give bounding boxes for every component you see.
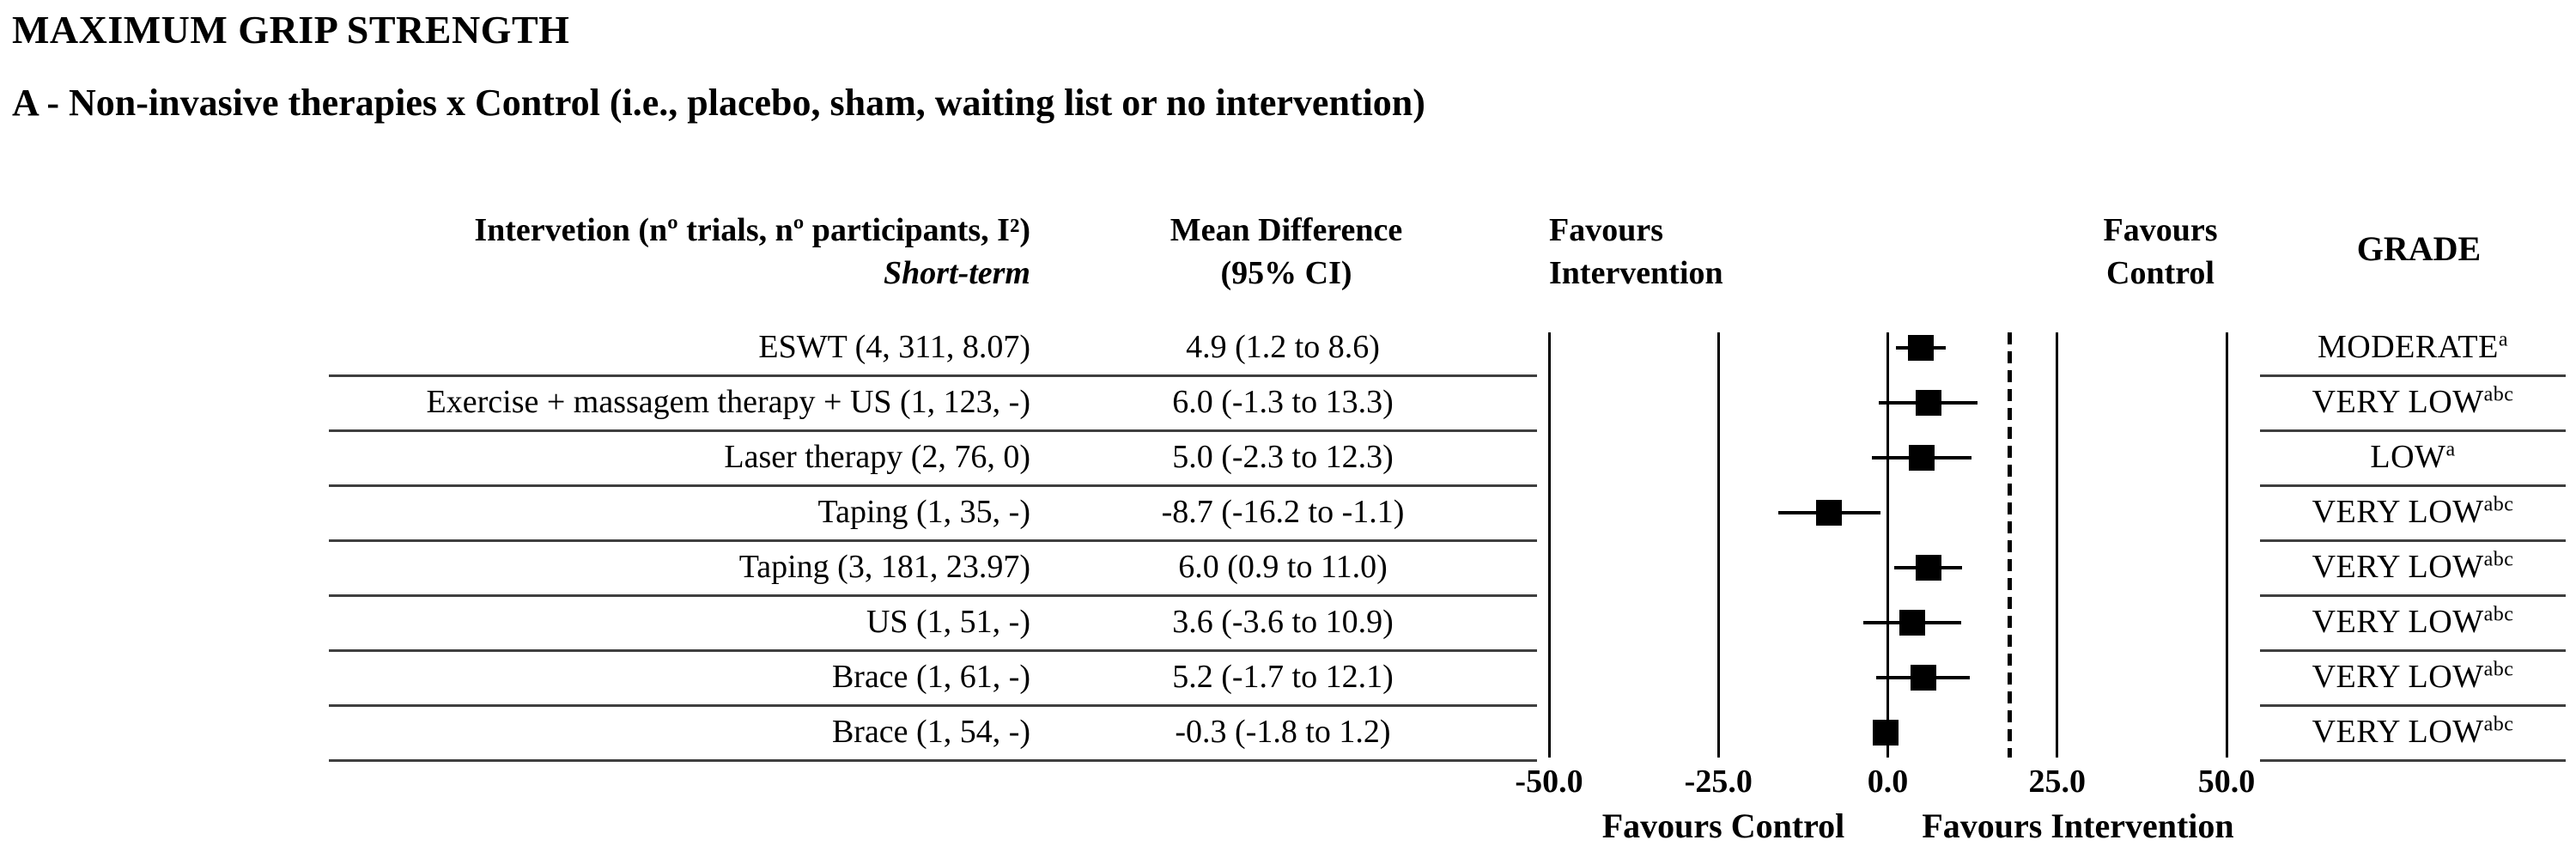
- mean-point-marker: [1910, 665, 1936, 691]
- row-mean-difference-value: 5.0 (-2.3 to 12.3): [1172, 439, 1394, 476]
- axis-gridline--25.0: [1716, 332, 1720, 758]
- column-header-timepoint: Short-term: [883, 255, 1030, 291]
- column-header-mean-difference-line1: Mean Difference: [1170, 212, 1403, 248]
- row-intervention-label: Exercise + massagem therapy + US (1, 123…: [426, 384, 1030, 421]
- table-row-separator: [329, 484, 1537, 487]
- grade-footnote-superscript: abc: [2483, 658, 2514, 681]
- grade-footnote-superscript: a: [2445, 438, 2456, 461]
- column-header-mean-difference: Mean Difference (95% CI): [1157, 209, 1415, 295]
- row-mean-difference-value: -8.7 (-16.2 to -1.1): [1161, 494, 1405, 531]
- grade-row-separator: [2260, 649, 2566, 652]
- figure-title: MAXIMUM GRIP STRENGTH: [12, 8, 570, 52]
- row-mean-difference-value: 3.6 (-3.6 to 10.9): [1172, 604, 1394, 641]
- row-grade-rating: VERY LOWabc: [2312, 603, 2514, 641]
- row-mean-difference-value: 5.2 (-1.7 to 12.1): [1172, 659, 1394, 696]
- grade-footnote-superscript: abc: [2483, 713, 2514, 736]
- grade-footnote-superscript: abc: [2483, 383, 2514, 406]
- axis-tick-label--50.0: -50.0: [1515, 764, 1583, 800]
- row-intervention-label: Taping (3, 181, 23.97): [738, 549, 1030, 586]
- grade-row-separator: [2260, 484, 2566, 487]
- grade-footnote-superscript: abc: [2483, 548, 2514, 571]
- mean-point-marker: [1915, 390, 1941, 416]
- panel-a-subtitle: A - Non-invasive therapies x Control (i.…: [12, 82, 1425, 124]
- column-header-mean-difference-line2: (95% CI): [1220, 255, 1352, 291]
- table-row-separator: [329, 594, 1537, 597]
- row-mean-difference-value: 6.0 (0.9 to 11.0): [1178, 549, 1388, 586]
- plot-header-favours-intervention-line1: Favours: [1549, 212, 1663, 248]
- grade-row-separator: [2260, 429, 2566, 432]
- mean-point-marker: [1815, 500, 1842, 526]
- table-row-separator: [329, 374, 1537, 377]
- dashed-reference-line: [2008, 332, 2013, 758]
- axis-gridline--50.0: [1547, 332, 1551, 758]
- grade-footnote-superscript: abc: [2483, 603, 2514, 626]
- grade-footnote-superscript: abc: [2483, 493, 2514, 516]
- grade-row-separator: [2260, 539, 2566, 542]
- axis-tick-label-25.0: 25.0: [2028, 764, 2087, 800]
- axis-tick-label-50.0: 50.0: [2197, 764, 2256, 800]
- row-grade-rating: VERY LOWabc: [2312, 713, 2514, 751]
- table-row-separator: [329, 649, 1537, 652]
- grade-footnote-superscript: a: [2498, 328, 2509, 351]
- mean-point-marker: [1899, 610, 1925, 636]
- row-mean-difference-value: -0.3 (-1.8 to 1.2): [1175, 714, 1391, 751]
- mean-point-marker: [1915, 555, 1941, 581]
- table-row-separator: [329, 429, 1537, 432]
- plot-header-favours-intervention: Favours Intervention: [1549, 209, 1910, 295]
- row-grade-rating: VERY LOWabc: [2312, 658, 2514, 696]
- mean-point-marker: [1908, 445, 1935, 471]
- axis-gridline-25.0: [2056, 332, 2059, 758]
- row-grade-rating: MODERATEa: [2317, 328, 2509, 366]
- plot-header-favours-control-line1: Favours: [2103, 212, 2218, 248]
- axis-tick-label-0.0: 0.0: [1867, 764, 1909, 800]
- grade-row-separator: [2260, 374, 2566, 377]
- row-intervention-label: Brace (1, 54, -): [831, 714, 1030, 751]
- row-intervention-label: Taping (1, 35, -): [817, 494, 1030, 531]
- plot-header-favours-control-line2: Control: [2106, 255, 2215, 291]
- mean-point-marker: [1873, 720, 1899, 746]
- column-header-intervention-line1: Intervetion (nº trials, nº participants,…: [474, 212, 1030, 248]
- axis-label-favours-intervention: Favours Intervention: [1922, 806, 2234, 845]
- column-header-grade: GRADE: [2356, 229, 2482, 268]
- row-grade-rating: LOWa: [2370, 438, 2456, 476]
- plot-header-favours-intervention-line2: Intervention: [1549, 255, 1723, 291]
- axis-gridline-50.0: [2225, 332, 2228, 758]
- row-mean-difference-value: 4.9 (1.2 to 8.6): [1186, 329, 1380, 366]
- column-header-intervention: Intervetion (nº trials, nº participants,…: [326, 209, 1030, 295]
- plot-header-favours-control: Favours Control: [2032, 209, 2289, 295]
- table-row-separator: [329, 704, 1537, 707]
- row-mean-difference-value: 6.0 (-1.3 to 13.3): [1172, 384, 1394, 421]
- row-grade-rating: VERY LOWabc: [2312, 383, 2514, 421]
- axis-gridline-0.0: [1886, 332, 1889, 758]
- row-intervention-label: ESWT (4, 311, 8.07): [758, 329, 1030, 366]
- grade-row-separator: [2260, 594, 2566, 597]
- grade-row-separator: [2260, 704, 2566, 707]
- row-intervention-label: Laser therapy (2, 76, 0): [724, 439, 1030, 476]
- axis-label-favours-control: Favours Control: [1601, 806, 1845, 845]
- row-grade-rating: VERY LOWabc: [2312, 493, 2514, 531]
- row-intervention-label: Brace (1, 61, -): [831, 659, 1030, 696]
- table-row-separator: [329, 759, 1537, 762]
- mean-point-marker: [1908, 335, 1935, 361]
- grade-row-separator: [2260, 759, 2566, 762]
- axis-tick-label--25.0: -25.0: [1684, 764, 1753, 800]
- row-grade-rating: VERY LOWabc: [2312, 548, 2514, 586]
- table-row-separator: [329, 539, 1537, 542]
- row-intervention-label: US (1, 51, -): [866, 604, 1030, 641]
